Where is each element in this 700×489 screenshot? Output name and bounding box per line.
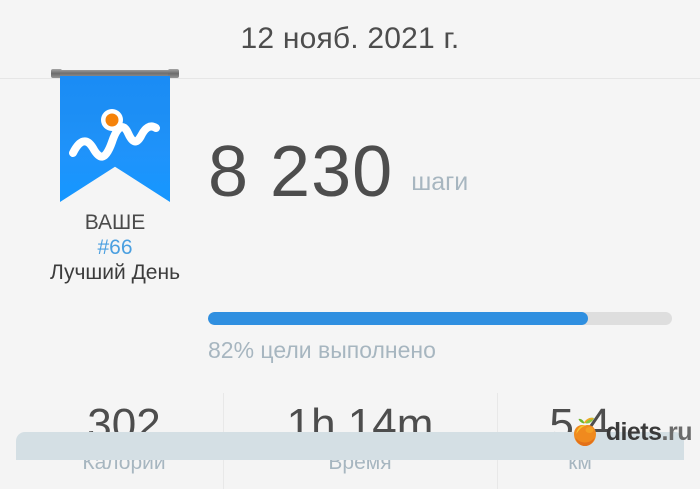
date-header: 12 нояб. 2021 г.	[0, 0, 700, 78]
banner-graphic	[51, 69, 179, 204]
best-day-badge[interactable]: ВАШЕ #66 Лучший День	[26, 69, 204, 285]
banner-rod-icon	[51, 69, 179, 78]
bottom-card	[16, 432, 684, 460]
apple-logo-icon	[573, 417, 596, 446]
badge-rank: #66	[97, 235, 133, 259]
goal-progress-fill	[208, 312, 589, 325]
rod-cap-left-icon	[51, 69, 62, 78]
badge-caption-top: ВАШЕ	[84, 211, 146, 234]
steps-value: 8 230	[208, 132, 394, 212]
watermark-tld: .ru	[661, 417, 693, 446]
activity-wave-icon	[69, 109, 160, 161]
goal-progress-label: 82% цели выполнено	[208, 337, 436, 363]
page-title: 12 нояб. 2021 г.	[240, 22, 460, 55]
rod-cap-right-icon	[168, 69, 179, 78]
watermark-text: diets.ru	[605, 417, 693, 447]
daily-summary-card: ВАШЕ #66 Лучший День 8 230 шаги 82% цели…	[0, 69, 700, 489]
badge-caption-bottom: Лучший День	[49, 260, 181, 284]
header-divider	[0, 78, 700, 79]
steps-unit-label: шаги	[411, 168, 469, 197]
watermark: diets.ru	[570, 416, 693, 448]
wave-dot-icon	[105, 113, 119, 127]
badge-caption: ВАШЕ #66 Лучший День	[26, 211, 204, 285]
rod-bar	[60, 70, 170, 77]
watermark-brand: diets	[605, 417, 662, 446]
steps-block: 8 230 шаги	[208, 132, 678, 212]
goal-progress-bar	[208, 312, 672, 325]
